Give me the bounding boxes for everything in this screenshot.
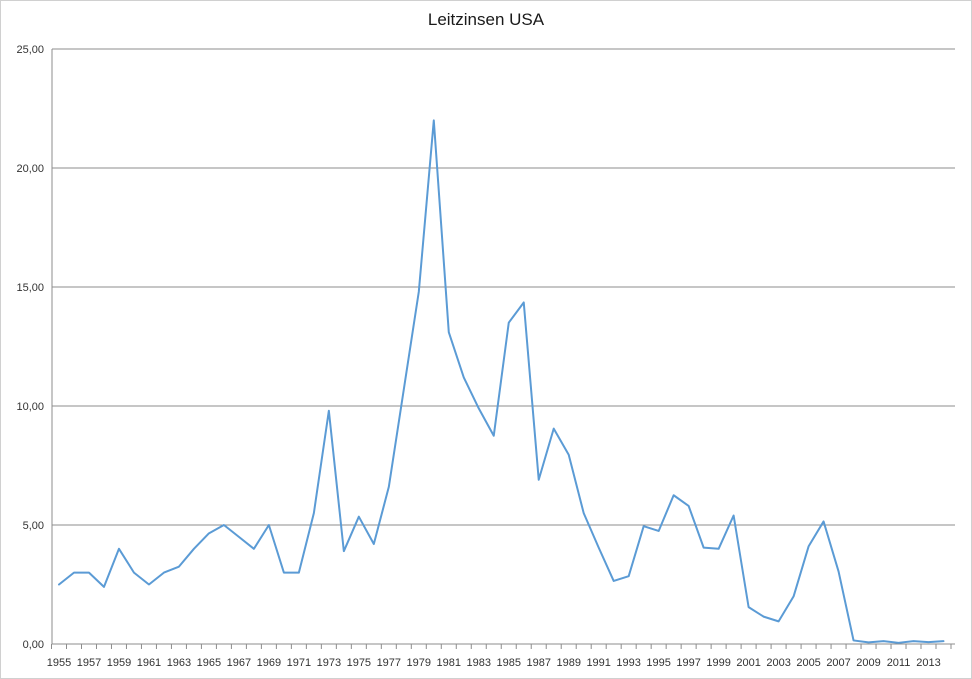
- x-tick-label: 1973: [317, 657, 341, 669]
- x-tick-label: 1987: [526, 657, 550, 669]
- x-tick-label: 1963: [167, 657, 191, 669]
- x-tick-label: 1979: [407, 657, 431, 669]
- x-tick-label: 1989: [556, 657, 580, 669]
- x-tick-label: 1977: [377, 657, 401, 669]
- chart-title: Leitzinsen USA: [427, 10, 545, 29]
- x-tick-label: 1995: [646, 657, 670, 669]
- x-tick-label: 2013: [916, 657, 940, 669]
- x-tick-label: 1965: [197, 657, 221, 669]
- y-tick-label: 10,00: [16, 401, 44, 413]
- gridlines: [52, 48, 955, 526]
- x-tick-label: 2009: [856, 657, 880, 669]
- x-tick-label: 2007: [826, 657, 850, 669]
- x-tick-label: 1955: [47, 657, 71, 669]
- x-tick-label: 1981: [437, 657, 461, 669]
- y-tick-label: 5,00: [23, 520, 44, 532]
- x-tick-label: 1971: [287, 657, 311, 669]
- x-tick-label: 1961: [137, 657, 161, 669]
- x-tick-label: 2005: [796, 657, 820, 669]
- y-tick-label: 0,00: [23, 639, 44, 651]
- x-tick-label: 1959: [107, 657, 131, 669]
- series-line: [58, 119, 945, 644]
- x-tick-label: 2001: [736, 657, 760, 669]
- series-layer: [58, 119, 945, 644]
- y-tick-labels: 0,00 5,00 10,00 15,00 20,00 25,00: [16, 44, 44, 651]
- x-tick-label: 1999: [706, 657, 730, 669]
- x-tick-label: 1969: [257, 657, 281, 669]
- x-tick-label: 1957: [77, 657, 101, 669]
- x-tick-label: 2003: [766, 657, 790, 669]
- x-tick-label: 1985: [497, 657, 521, 669]
- y-tick-label: 25,00: [16, 44, 44, 56]
- x-tick-label: 1983: [467, 657, 491, 669]
- x-tick-label: 1991: [586, 657, 610, 669]
- y-tick-label: 15,00: [16, 282, 44, 294]
- y-tick-label: 20,00: [16, 163, 44, 175]
- x-tick-label: 1993: [616, 657, 640, 669]
- x-tick-label: 1975: [347, 657, 371, 669]
- axes: [51, 49, 955, 649]
- x-tick-label: 1967: [227, 657, 251, 669]
- x-tick-label: 1997: [676, 657, 700, 669]
- x-tick-label: 2011: [887, 657, 911, 669]
- x-tick-labels: 1955 1957 1959 1961 1963 1965 1967 1969 1971 1973…: [47, 657, 941, 669]
